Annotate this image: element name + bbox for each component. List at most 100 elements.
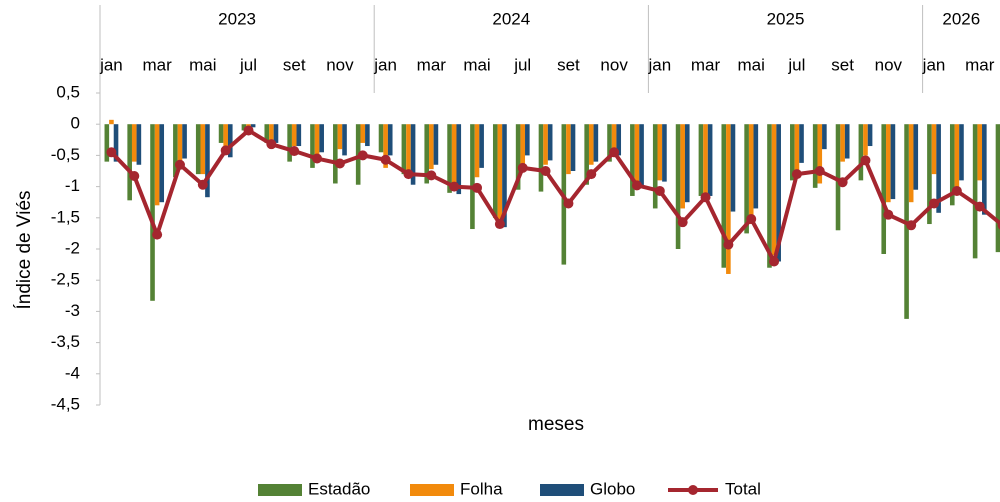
x-axis-title: meses [528, 414, 584, 435]
bar [378, 124, 384, 153]
bar [913, 124, 919, 190]
bar [136, 124, 142, 165]
y-tick-label: 0 [71, 114, 80, 133]
line-point [106, 147, 117, 158]
line-point [951, 185, 962, 196]
line-point [974, 201, 985, 212]
bar [616, 124, 622, 156]
bar [982, 124, 987, 215]
line-point [494, 219, 505, 230]
bar [840, 124, 845, 162]
bar [547, 124, 553, 161]
bar [515, 124, 521, 190]
bar [607, 124, 612, 162]
bar [287, 124, 292, 162]
bar [954, 124, 960, 190]
bar [447, 124, 452, 193]
x-tick-label: mar [965, 55, 995, 74]
bar [205, 124, 210, 198]
bar [584, 124, 589, 185]
bar [296, 124, 302, 147]
bar [863, 124, 868, 156]
y-tick-label: -0,5 [51, 145, 80, 164]
plot-area [104, 119, 1000, 319]
bar [497, 124, 503, 221]
bar [730, 124, 736, 212]
bar [748, 124, 754, 225]
line-point [357, 150, 368, 161]
y-tick-label: -4 [65, 363, 80, 382]
bar [566, 124, 571, 175]
bar [269, 124, 274, 143]
bar [858, 124, 864, 181]
bar [241, 124, 247, 131]
bar [680, 124, 685, 209]
x-tick-label: set [831, 55, 854, 74]
bar [250, 124, 256, 128]
line-point [426, 170, 437, 181]
y-tick-label: -2,5 [51, 270, 80, 289]
bar [639, 124, 644, 186]
line-point [791, 169, 802, 180]
line-point [906, 220, 917, 231]
line-series [109, 128, 1000, 264]
line-point [220, 145, 231, 156]
line-point [197, 179, 208, 190]
bar [949, 124, 955, 206]
bar [291, 124, 297, 147]
bar [936, 124, 941, 213]
bar [154, 124, 160, 206]
line-point [449, 181, 460, 192]
bar [972, 124, 978, 259]
bar [817, 124, 823, 184]
y-tick-label: 0,5 [56, 82, 80, 101]
bar [721, 124, 727, 268]
bar [588, 124, 594, 165]
line-point [289, 146, 300, 157]
line-point [152, 229, 163, 240]
line-point [700, 192, 711, 203]
y-tick-label: -1,5 [51, 207, 80, 226]
line-point [563, 198, 574, 209]
bar [104, 124, 110, 162]
bar [333, 124, 338, 184]
bar [767, 124, 772, 268]
line-point [312, 153, 323, 164]
year-label: 2026 [942, 9, 980, 28]
bar [753, 124, 759, 209]
bar [383, 124, 388, 168]
bar [927, 124, 932, 225]
legend-swatch [410, 484, 454, 496]
bar [543, 124, 548, 165]
bar [177, 124, 183, 168]
bar [479, 124, 484, 168]
bar [886, 124, 891, 203]
line-point [769, 256, 780, 267]
bar [433, 124, 439, 165]
y-tick-label: -3,5 [51, 332, 80, 351]
bar [844, 124, 850, 159]
line-point [129, 170, 140, 181]
line-point [243, 125, 254, 136]
bar [113, 124, 119, 162]
bar [995, 124, 1000, 253]
bar [470, 124, 475, 230]
bar [131, 124, 137, 162]
x-tick-label: nov [875, 55, 903, 74]
x-tick-label: mai [189, 55, 216, 74]
bar [799, 124, 804, 163]
bar [538, 124, 544, 192]
line-point [997, 221, 1000, 230]
bar [502, 124, 507, 228]
x-tick-label: jan [922, 55, 946, 74]
bar [698, 124, 704, 196]
bar [977, 124, 983, 181]
bar [662, 124, 667, 182]
y-tick-label: -1 [65, 176, 80, 195]
bar [337, 124, 343, 150]
y-tick-label: -4,5 [51, 394, 80, 413]
bar [310, 124, 315, 168]
line-point [403, 169, 414, 180]
bar [273, 124, 279, 143]
bar [410, 124, 416, 185]
